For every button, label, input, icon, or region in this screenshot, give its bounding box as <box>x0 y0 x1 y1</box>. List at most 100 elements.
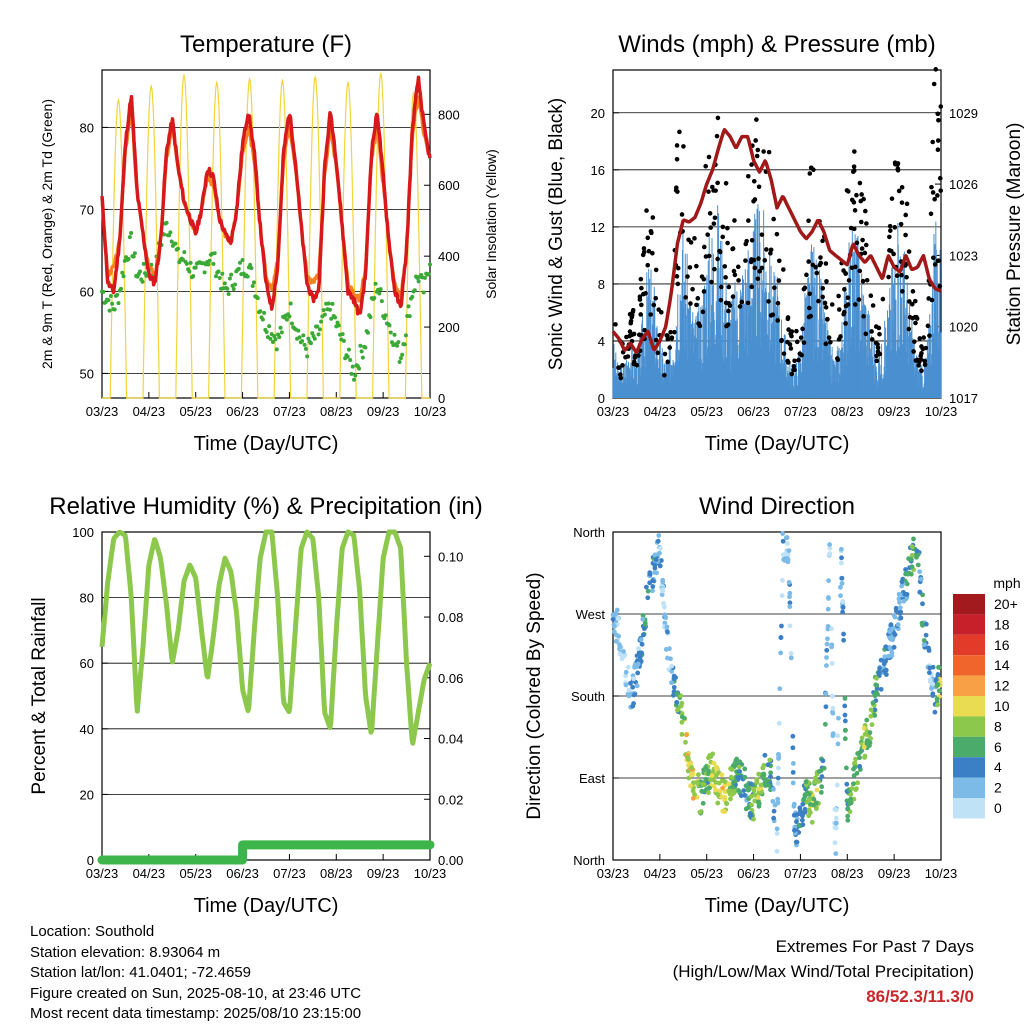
gust-point <box>852 168 857 173</box>
gust-point <box>648 228 654 234</box>
direction-point <box>899 579 905 585</box>
chart-title: Relative Humidity (%) & Precipitation (i… <box>49 493 482 520</box>
direction-point <box>796 822 802 828</box>
gust-point <box>851 226 857 232</box>
direction-point <box>791 801 797 807</box>
station-elevation: Station elevation: 8.93064 m <box>30 943 221 961</box>
gust-point <box>754 117 759 122</box>
direction-point <box>830 705 836 711</box>
direction-point <box>888 622 894 628</box>
gust-point <box>829 302 835 307</box>
gust-point <box>860 278 866 284</box>
x-tick-label: 04/23 <box>133 866 166 881</box>
dewpoint-point <box>428 262 432 267</box>
gust-point <box>919 368 924 374</box>
gust-point <box>889 196 895 201</box>
gust-point <box>785 339 790 345</box>
series-t2m <box>100 75 432 316</box>
dewpoint-point <box>175 246 180 251</box>
dewpoint-point <box>365 330 370 335</box>
x-tick-label: 07/23 <box>273 866 306 881</box>
series-pressure <box>611 127 942 354</box>
direction-point <box>679 700 685 706</box>
direction-point <box>783 535 789 541</box>
gust-point <box>900 289 905 294</box>
extremes-subtitle: (High/Low/Max Wind/Total Precipitation) <box>672 962 974 981</box>
gust-point <box>730 294 736 299</box>
y-axis-label: 2m & 9m T (Red, Orange) & 2m Td (Green) <box>39 99 55 369</box>
dewpoint-point <box>248 262 253 267</box>
gust-point <box>706 253 712 259</box>
gust-point <box>768 250 773 256</box>
gust-point <box>712 215 718 221</box>
dewpoint-point <box>288 301 293 306</box>
gust-point <box>922 362 928 368</box>
gust-point <box>757 268 762 274</box>
direction-point <box>611 629 617 635</box>
direction-point <box>829 661 835 666</box>
gust-point <box>834 356 840 361</box>
direction-point <box>656 533 662 538</box>
dewpoint-point <box>319 319 324 324</box>
gust-point <box>732 272 738 278</box>
station-latlon: Station lat/lon: 41.0401; -72.4659 <box>30 964 252 981</box>
direction-point <box>612 623 617 629</box>
direction-point <box>842 736 848 742</box>
gust-point <box>794 328 799 334</box>
dewpoint-point <box>188 260 193 265</box>
direction-point <box>642 620 648 626</box>
gust-point <box>762 258 768 263</box>
gust-point <box>759 232 765 237</box>
legend-swatch <box>953 634 985 656</box>
direction-point <box>671 684 677 690</box>
gust-point <box>828 339 833 345</box>
direction-point <box>867 730 873 735</box>
dewpoint-point <box>106 298 111 303</box>
direction-point <box>920 601 925 607</box>
direction-point <box>834 782 840 788</box>
gust-point <box>877 331 882 337</box>
gust-point <box>726 284 732 290</box>
direction-point <box>745 787 751 793</box>
direction-point <box>921 642 927 647</box>
direction-point <box>839 580 845 586</box>
gust-point <box>801 340 807 345</box>
gust-point <box>631 359 637 365</box>
direction-point <box>906 570 912 576</box>
gust-point <box>906 326 912 332</box>
gust-point <box>753 138 758 143</box>
dewpoint-point <box>120 270 125 275</box>
direction-point <box>770 798 776 804</box>
direction-point <box>830 733 836 739</box>
direction-point <box>845 817 851 823</box>
direction-point <box>696 772 701 778</box>
direction-point <box>812 779 818 785</box>
x-tick-label: 06/23 <box>737 866 770 881</box>
gust-point <box>826 335 832 340</box>
gust-point <box>720 224 726 230</box>
gust-point <box>754 153 760 159</box>
gust-point <box>887 248 892 253</box>
direction-point <box>640 613 646 618</box>
gust-point <box>770 312 776 318</box>
direction-point <box>766 782 772 788</box>
gust-point <box>633 353 638 358</box>
dewpoint-point <box>220 271 225 276</box>
direction-point <box>743 783 749 789</box>
direction-point <box>903 567 908 572</box>
direction-point <box>898 609 904 615</box>
dewpoint-point <box>274 347 279 352</box>
direction-point <box>748 793 754 799</box>
direction-point <box>779 623 784 629</box>
gust-point <box>917 336 923 341</box>
gust-point <box>771 216 776 222</box>
gust-point <box>692 236 697 241</box>
gust-point <box>868 293 874 299</box>
y2-tick-label: 1020 <box>949 320 978 335</box>
direction-point <box>932 709 938 715</box>
direction-point <box>897 605 903 611</box>
gust-point <box>898 221 904 227</box>
x-tick-label: 03/23 <box>597 404 630 419</box>
direction-point <box>787 594 792 600</box>
